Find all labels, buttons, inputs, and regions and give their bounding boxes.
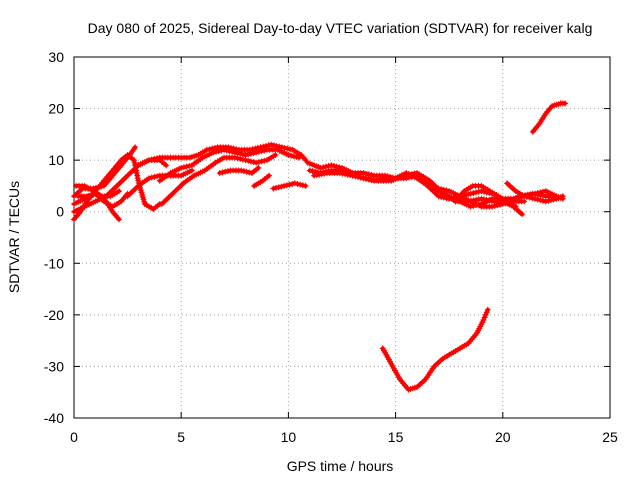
series-markers (135, 141, 309, 169)
y-tick-label: 30 (48, 49, 64, 65)
series-markers (73, 182, 122, 200)
series-markers (124, 167, 195, 200)
series-track-13 (270, 180, 309, 192)
series-track-8 (156, 146, 303, 184)
series-markers (158, 152, 279, 207)
grid (74, 57, 610, 418)
plot-frame (73, 56, 611, 419)
y-tick-label: 20 (48, 101, 64, 117)
series-markers (251, 172, 273, 189)
x-tick-label: 20 (495, 429, 511, 445)
series-track-9 (124, 167, 195, 200)
x-tick-label: 0 (70, 429, 78, 445)
x-axis-label: GPS time / hours (287, 458, 394, 474)
series-markers (424, 182, 566, 205)
y-tick-label: -40 (44, 410, 64, 426)
x-tick-label: 10 (281, 429, 297, 445)
series-track-12 (251, 172, 273, 189)
series-markers (270, 180, 309, 192)
series-track-6 (73, 182, 122, 200)
series-markers (156, 146, 303, 184)
series-track-19 (504, 180, 566, 202)
y-tick-label: -30 (44, 358, 64, 374)
series-track-20 (529, 100, 568, 135)
series-track-21 (379, 306, 491, 393)
series-markers (216, 164, 262, 176)
y-axis-label: SDTVAR / TECUs (6, 181, 22, 293)
series-track-18 (424, 182, 566, 205)
y-tick-label: 0 (56, 204, 64, 220)
x-tick-label: 15 (388, 429, 404, 445)
series-track-11 (216, 164, 262, 176)
series-track-7 (135, 141, 309, 169)
x-tick-label: 25 (602, 429, 618, 445)
y-tick-label: 10 (48, 152, 64, 168)
axes: 0 5 10 15 20 25 -40 -30 -20 -10 0 10 20 30 (44, 49, 618, 445)
series-track-10 (158, 152, 279, 207)
series-markers (504, 180, 566, 202)
chart-title: Day 080 of 2025, Sidereal Day-to-day VTE… (88, 20, 593, 36)
series-markers (529, 100, 568, 135)
x-tick-label: 5 (177, 429, 185, 445)
data-series (71, 100, 568, 393)
series-markers (379, 306, 491, 393)
y-tick-label: -20 (44, 307, 64, 323)
y-tick-label: -10 (44, 255, 64, 271)
